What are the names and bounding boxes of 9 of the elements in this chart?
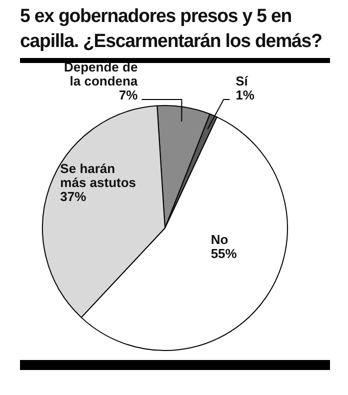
data-label: 37%: [60, 189, 87, 204]
data-label: 7%: [118, 88, 138, 103]
chart-title: 5 ex gobernadores presos y 5 en capilla. ¿Escarmentarán los demás?: [20, 5, 323, 54]
slice-label: Depende de la condena: [64, 60, 138, 89]
slice-label: No: [210, 232, 228, 247]
slice-label: Sí: [236, 74, 248, 89]
data-label: 55%: [210, 246, 238, 261]
data-label: 1%: [236, 88, 255, 103]
slice-label: Se harán más astutos: [60, 161, 136, 190]
